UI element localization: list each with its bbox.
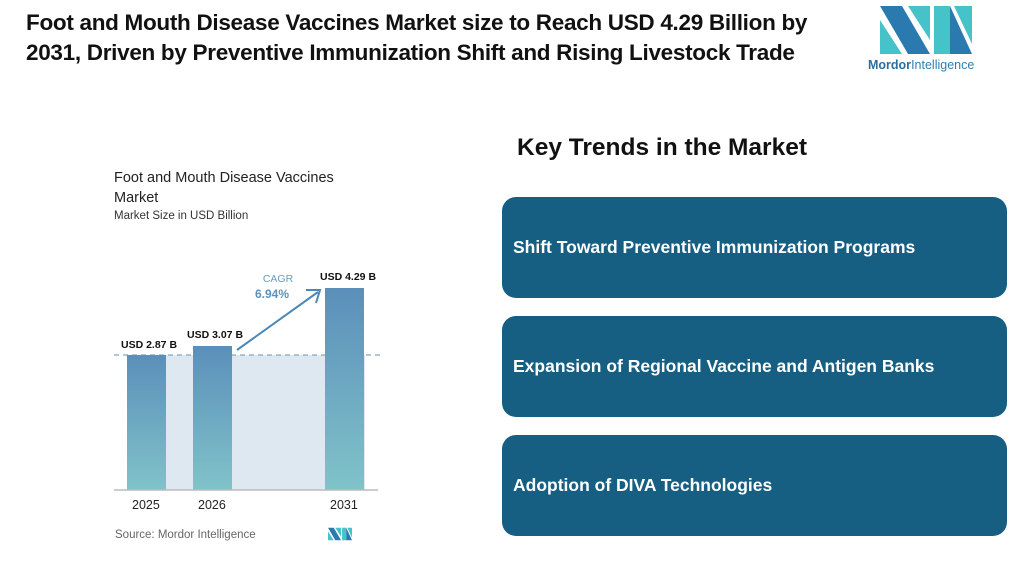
cagr-label: CAGR [262, 273, 294, 285]
trend-card-diva-technologies: Adoption of DIVA Technologies [502, 435, 1007, 536]
x-tick-2026: 2026 [198, 498, 226, 512]
bar-label-2025: USD 2.87 B [121, 339, 178, 351]
bar-2026 [193, 346, 232, 490]
trend-label: Shift Toward Preventive Immunization Pro… [513, 237, 916, 257]
trend-label: Expansion of Regional Vaccine and Antige… [513, 356, 935, 376]
bar-2031 [325, 288, 364, 490]
source-note: Source: Mordor Intelligence [115, 529, 256, 541]
trend-card-vaccine-antigen-banks: Expansion of Regional Vaccine and Antige… [502, 316, 1007, 417]
x-tick-2025: 2025 [132, 498, 160, 512]
bar-chart [114, 288, 380, 491]
trend-label: Adoption of DIVA Technologies [513, 475, 773, 495]
mini-logo-icon [328, 527, 352, 541]
bar-label-2031: USD 4.29 B [320, 271, 377, 283]
mordor-intelligence-logo-icon [880, 6, 972, 54]
bar-label-2026: USD 3.07 B [187, 329, 244, 341]
headline: Foot and Mouth Disease Vaccines Market s… [26, 10, 808, 65]
chart-subtitle: Market Size in USD Billion [114, 210, 249, 222]
trends-title: Key Trends in the Market [517, 134, 808, 161]
brand-logo: MordorIntelligence [868, 6, 984, 76]
cagr-arrow [236, 291, 319, 351]
bar-2025 [127, 355, 166, 490]
cagr-arrowhead [306, 289, 322, 304]
x-tick-2031: 2031 [330, 498, 358, 512]
brand-name: MordorIntelligence [868, 58, 975, 72]
trend-card-preventive-immunization: Shift Toward Preventive Immunization Pro… [502, 197, 1007, 298]
cagr-value: 6.94% [255, 287, 290, 301]
chart-title: Foot and Mouth Disease Vaccines Market [114, 170, 334, 206]
